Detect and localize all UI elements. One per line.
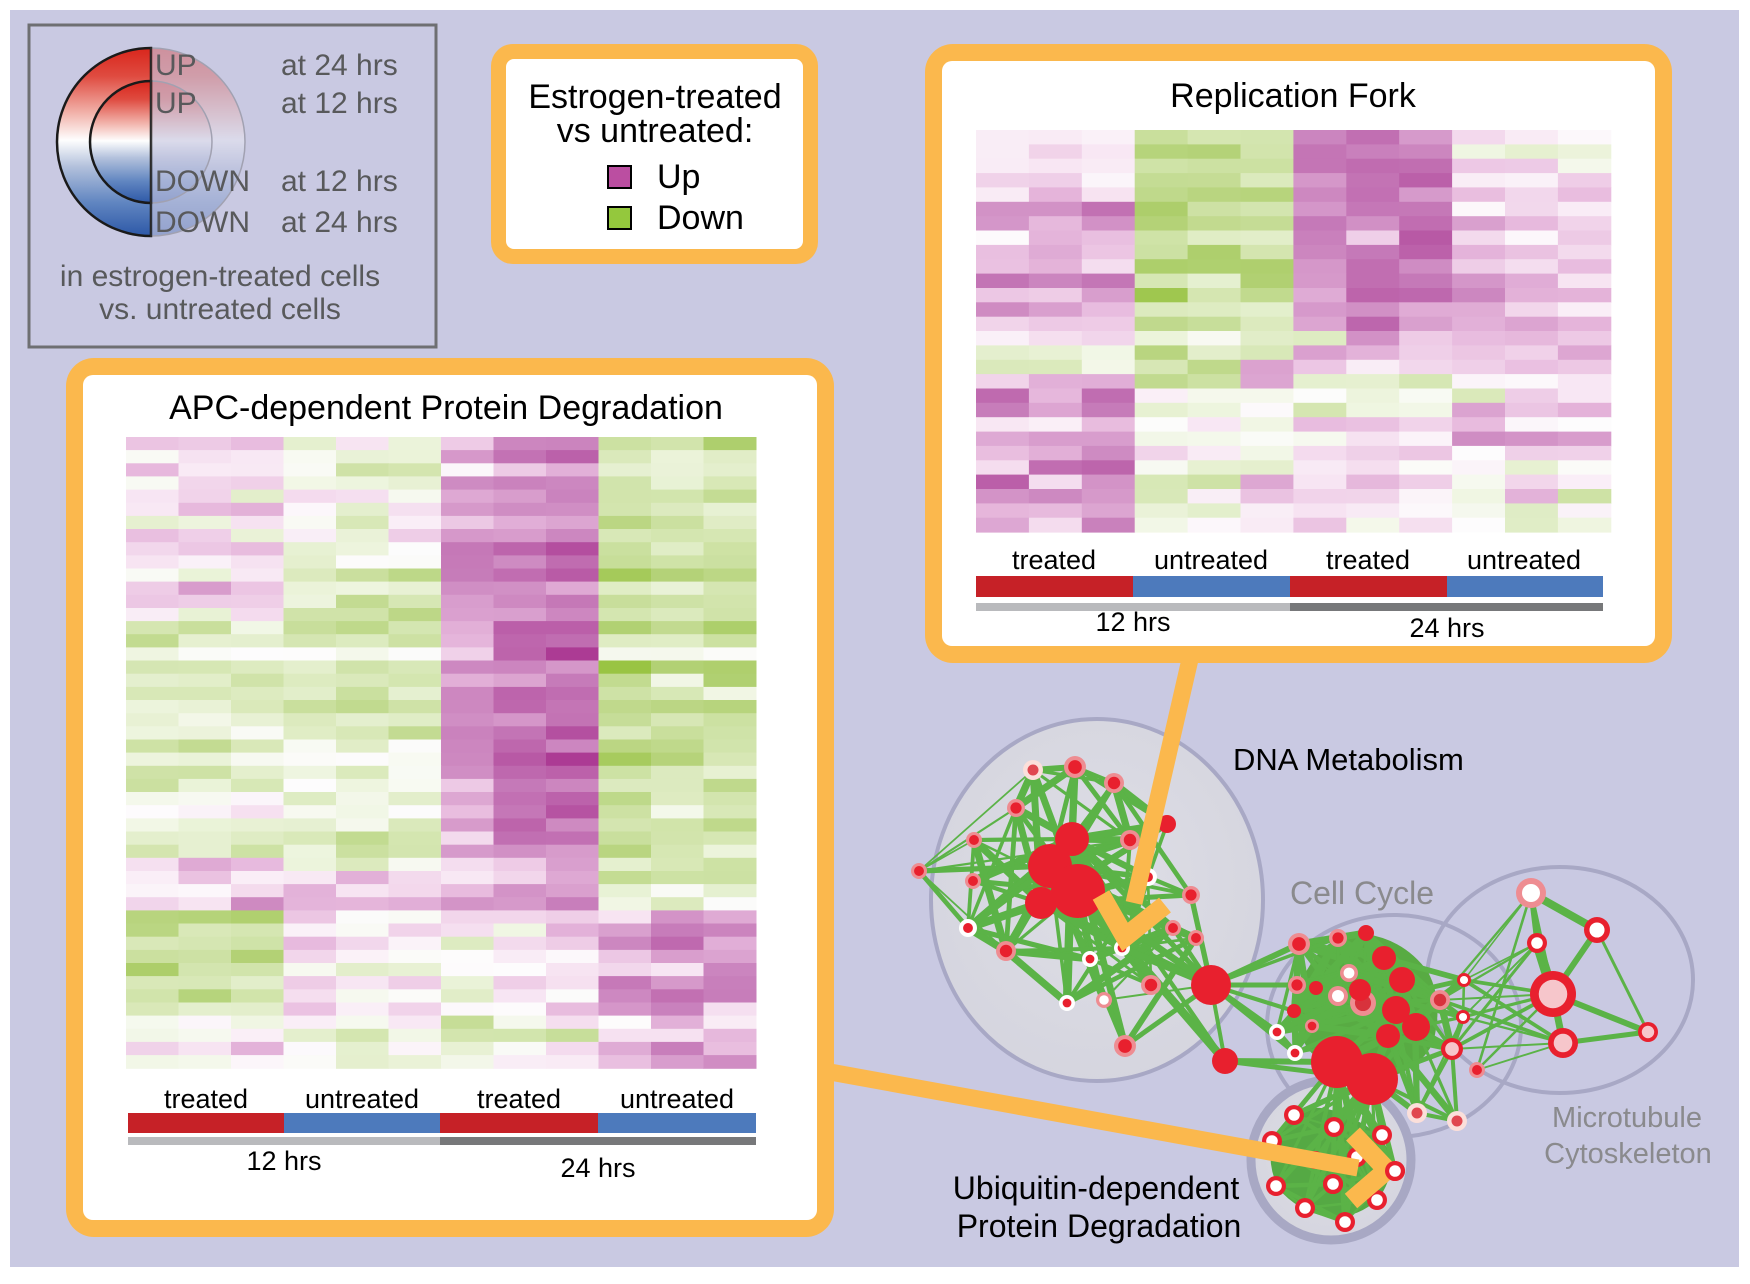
svg-text:treated: treated [1012, 545, 1096, 575]
svg-text:Estrogen-treated: Estrogen-treated [528, 78, 781, 116]
svg-text:untreated: untreated [620, 1084, 734, 1114]
svg-text:Down: Down [657, 199, 744, 237]
svg-text:untreated: untreated [305, 1084, 419, 1114]
svg-text:in estrogen-treated cells: in estrogen-treated cells [60, 260, 380, 293]
svg-text:vs. untreated cells: vs. untreated cells [99, 293, 341, 326]
svg-text:Replication Fork: Replication Fork [1170, 77, 1417, 115]
svg-text:Cell Cycle: Cell Cycle [1290, 875, 1434, 911]
svg-text:treated: treated [1326, 545, 1410, 575]
svg-text:12 hrs: 12 hrs [1095, 607, 1170, 637]
svg-text:UP: UP [155, 49, 197, 82]
svg-text:treated: treated [164, 1084, 248, 1114]
svg-text:untreated: untreated [1467, 545, 1581, 575]
svg-text:UP: UP [155, 87, 197, 120]
svg-text:DOWN: DOWN [155, 206, 250, 239]
svg-text:at 24 hrs: at 24 hrs [281, 206, 398, 239]
svg-text:24 hrs: 24 hrs [1409, 613, 1484, 643]
svg-text:at 12 hrs: at 12 hrs [281, 87, 398, 120]
svg-text:Cytoskeleton: Cytoskeleton [1544, 1138, 1712, 1170]
svg-text:untreated: untreated [1154, 545, 1268, 575]
svg-text:24 hrs: 24 hrs [560, 1153, 635, 1183]
svg-text:Protein Degradation: Protein Degradation [957, 1208, 1242, 1244]
svg-text:APC-dependent Protein Degradat: APC-dependent Protein Degradation [169, 389, 723, 427]
svg-text:Ubiquitin-dependent: Ubiquitin-dependent [953, 1170, 1240, 1206]
svg-text:at 24 hrs: at 24 hrs [281, 49, 398, 82]
svg-text:Up: Up [657, 158, 700, 196]
svg-text:DNA Metabolism: DNA Metabolism [1233, 742, 1464, 777]
svg-text:treated: treated [477, 1084, 561, 1114]
svg-text:vs untreated:: vs untreated: [557, 112, 754, 150]
svg-text:12 hrs: 12 hrs [246, 1146, 321, 1176]
svg-text:at 12 hrs: at 12 hrs [281, 165, 398, 198]
svg-text:Microtubule: Microtubule [1552, 1102, 1702, 1134]
svg-text:DOWN: DOWN [155, 165, 250, 198]
